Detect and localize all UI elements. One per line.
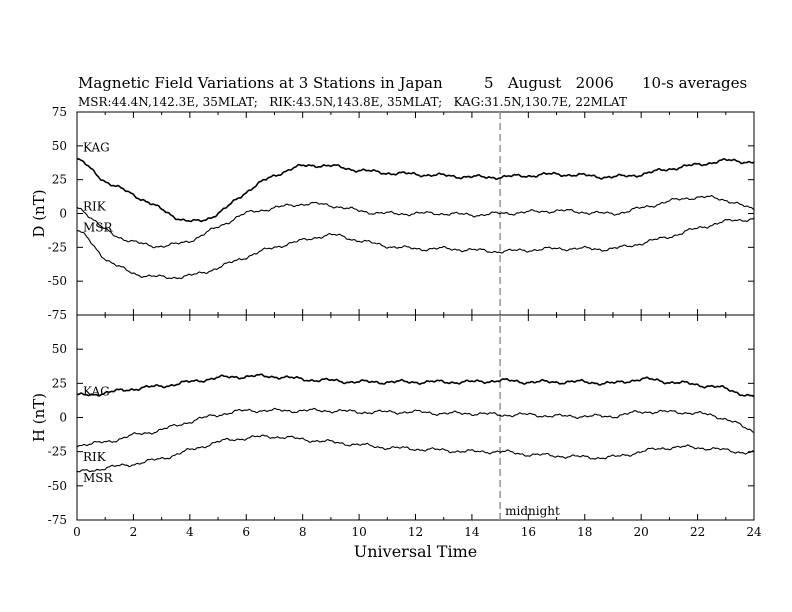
plot-frame: [76, 314, 755, 521]
y-axis-label: H (nT): [30, 393, 48, 442]
series-line-kag: [76, 157, 755, 223]
series-line-rik: [76, 407, 755, 448]
plot-frame: [76, 111, 755, 316]
series-label-rik: RIK: [83, 200, 107, 214]
y-tick-label: 25: [52, 376, 67, 390]
x-tick-label: 6: [242, 525, 250, 539]
chart-date: 5 August 2006: [484, 74, 614, 92]
y-tick-label: 25: [52, 173, 67, 187]
series-label-rik: RIK: [83, 450, 107, 464]
y-tick-label: -50: [48, 274, 67, 288]
x-tick-label: 20: [634, 525, 649, 539]
y-tick-label: 50: [52, 342, 67, 356]
x-tick-label: 16: [521, 525, 536, 539]
y-tick-label: -25: [48, 445, 67, 459]
series-label-kag: KAG: [83, 140, 110, 154]
y-tick-label: 0: [59, 207, 67, 221]
y-tick-label: -25: [48, 240, 67, 254]
x-tick-label: 10: [351, 525, 366, 539]
series-line-rik: [76, 194, 755, 249]
x-tick-label: 22: [690, 525, 705, 539]
x-tick-label: 2: [130, 525, 138, 539]
chart-title: Magnetic Field Variations at 3 Stations …: [78, 74, 443, 92]
chart-averaging: 10-s averages: [642, 74, 747, 92]
station-coordinates: MSR:44.4N,142.3E, 35MLAT; RIK:43.5N,143.…: [78, 95, 627, 109]
series-label-msr: MSR: [83, 471, 114, 485]
x-axis-label: Universal Time: [354, 542, 477, 561]
series-line-msr: [76, 217, 755, 280]
y-axis-label: D (nT): [30, 189, 48, 237]
x-tick-label: 4: [186, 525, 194, 539]
series-label-msr: MSR: [83, 221, 114, 235]
series-line-kag: [76, 373, 755, 398]
x-tick-label: 14: [464, 525, 480, 539]
x-tick-label: 12: [408, 525, 423, 539]
x-tick-label: 18: [577, 525, 592, 539]
y-tick-label: 0: [59, 411, 67, 425]
series-label-kag: KAG: [83, 385, 110, 399]
x-tick-label: 24: [746, 525, 762, 539]
y-tick-label: -75: [48, 308, 67, 322]
x-tick-label: 0: [73, 525, 81, 539]
y-tick-label: 75: [52, 105, 67, 119]
d-component-panel: -75 -50 -25 0 25 50 75 D (nT) KAG RIK MSR: [30, 105, 755, 322]
midnight-label: midnight: [505, 504, 560, 518]
y-tick-label: 50: [52, 139, 67, 153]
y-tick-label: -50: [48, 479, 67, 493]
series-line-msr: [76, 434, 755, 473]
y-tick-label: -75: [48, 513, 67, 527]
x-tick-label: 8: [299, 525, 307, 539]
